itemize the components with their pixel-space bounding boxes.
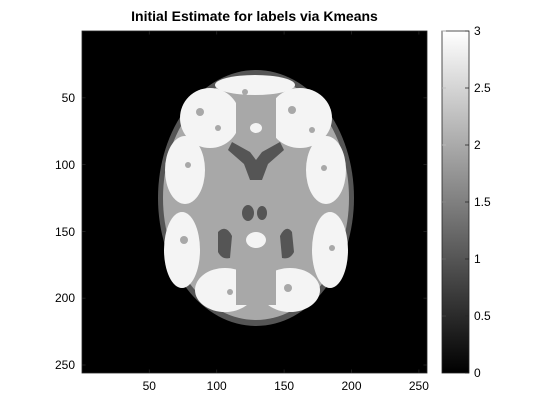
colorbar-tick-labels: 3 2.5 2 1.5 1 0.5 0 xyxy=(474,24,491,380)
central-structures xyxy=(246,123,266,248)
brain-label-map xyxy=(158,70,354,326)
colorbar-gradient xyxy=(442,31,469,373)
colorbar-tick-label: 1 xyxy=(474,252,481,266)
colorbar-tick-label: 2 xyxy=(474,138,481,152)
colorbar-tick-label: 0.5 xyxy=(474,309,491,323)
y-tick-label: 250 xyxy=(55,358,75,372)
plot-title: Initial Estimate for labels via Kmeans xyxy=(131,8,378,24)
colorbar-tick-label: 1.5 xyxy=(474,195,491,209)
y-tick-label: 200 xyxy=(55,291,75,305)
colorbar-tick-label: 3 xyxy=(474,24,481,38)
colorbar-tick-marks xyxy=(442,30,469,374)
image-axes-frame xyxy=(81,30,428,374)
sulci-speckles xyxy=(180,89,335,295)
x-tick-label: 50 xyxy=(143,379,157,393)
y-tick-marks xyxy=(82,97,427,366)
white-matter-region xyxy=(164,75,348,312)
image-axes: 50 100 150 200 250 50 100 xyxy=(55,30,430,393)
colorbar-tick-label: 0 xyxy=(474,366,481,380)
x-tick-label: 200 xyxy=(341,379,361,393)
y-tick-label: 50 xyxy=(62,91,76,105)
x-tick-marks xyxy=(148,31,420,373)
colorbar-tick-label: 2.5 xyxy=(474,81,491,95)
x-tick-label: 250 xyxy=(409,379,429,393)
ventricles-region xyxy=(218,142,294,259)
colorbar: 3 2.5 2 1.5 1 0.5 0 xyxy=(441,24,491,380)
x-tick-label: 100 xyxy=(207,379,227,393)
x-tick-labels: 50 100 150 200 250 xyxy=(143,379,430,393)
y-tick-label: 100 xyxy=(55,158,75,172)
y-tick-label: 150 xyxy=(55,225,75,239)
x-tick-label: 150 xyxy=(274,379,294,393)
y-tick-labels: 50 100 150 200 250 xyxy=(55,91,75,372)
